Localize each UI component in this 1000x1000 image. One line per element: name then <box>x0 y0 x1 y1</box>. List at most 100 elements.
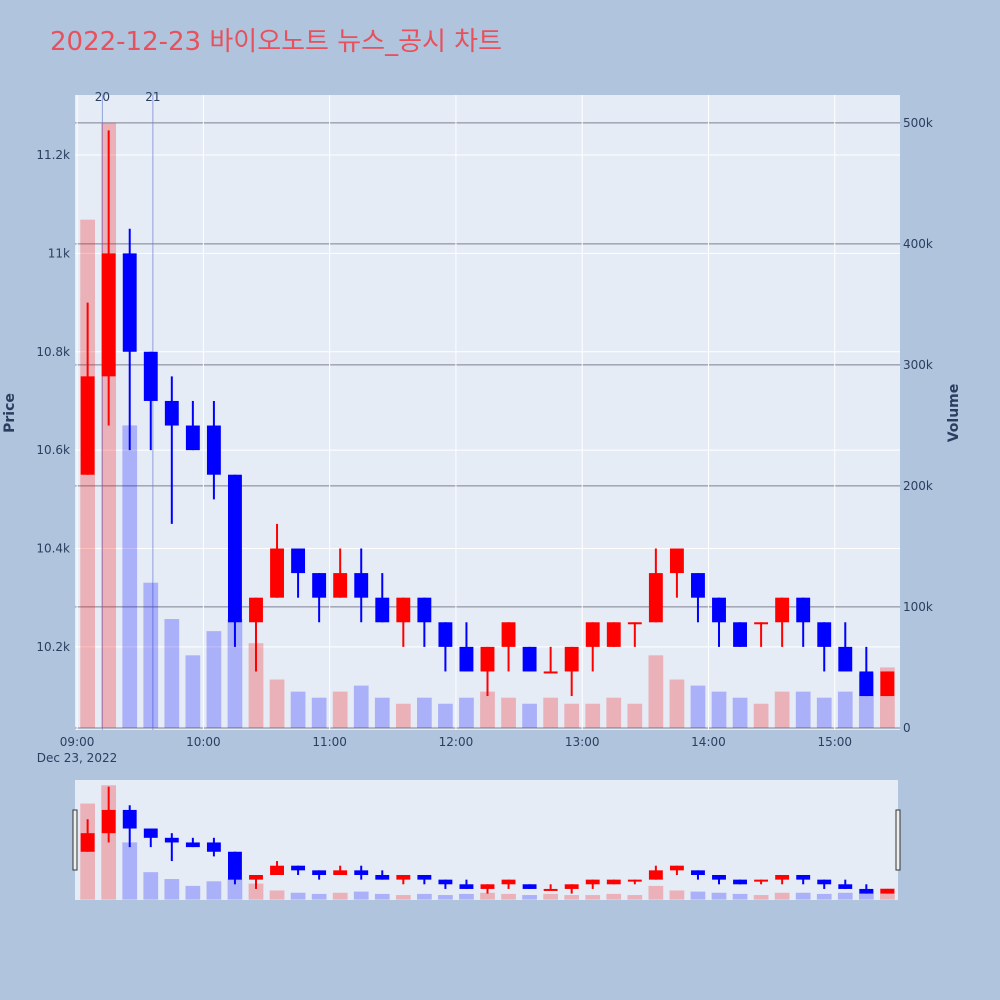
candle-body <box>249 597 263 623</box>
volume-bar <box>438 703 453 728</box>
volume-bar <box>122 425 138 728</box>
candle-body <box>543 671 558 674</box>
slider-handle[interactable] <box>72 809 78 871</box>
candle-body <box>270 548 284 598</box>
candle-body <box>375 597 390 623</box>
slider-volume-bar <box>816 893 832 900</box>
candle-body <box>838 646 853 672</box>
slider-volume-bar <box>374 893 390 900</box>
slider-volume-bar <box>795 892 811 900</box>
slider-volume-bar <box>164 879 180 900</box>
candle-body <box>101 253 116 377</box>
y-tick-label: 10.4k <box>36 542 70 556</box>
slider-volume-bar <box>269 890 285 900</box>
candle-body <box>796 597 811 623</box>
slider-volume-bar <box>753 895 769 900</box>
candle-body <box>206 425 221 475</box>
slider-candle-body <box>459 884 474 889</box>
slider-volume-bar <box>711 892 727 900</box>
volume-bar <box>816 697 832 728</box>
slider-handle[interactable] <box>895 809 901 871</box>
slider-candle-body <box>606 879 621 885</box>
slider-candle-body <box>817 879 832 885</box>
slider-candle-body <box>312 870 327 875</box>
candle-body <box>585 622 600 647</box>
slider-volume-bar <box>311 893 327 900</box>
volume-bar <box>669 679 685 728</box>
candle-body <box>627 622 642 625</box>
candle-body <box>606 622 621 647</box>
slider-volume-bar <box>501 893 516 900</box>
volume-bar <box>248 643 264 728</box>
x-tick-label: 12:00 <box>439 735 474 749</box>
slider-volume-bar <box>438 895 453 900</box>
slider-volume-bar <box>690 891 706 900</box>
volume-bar <box>837 691 853 728</box>
y2-axis-title: Volume <box>946 384 962 443</box>
volume-bar <box>185 655 201 728</box>
slider-candle-body <box>669 865 684 871</box>
candle-body <box>228 474 242 623</box>
slider-candle-body <box>396 874 411 880</box>
y2-tick-label: 0 <box>903 721 911 735</box>
slider-volume-bar <box>206 881 222 900</box>
candle-body <box>712 597 726 623</box>
slider-volume-bar <box>585 895 601 900</box>
y2-tick-label: 400k <box>903 237 933 251</box>
volume-bar <box>416 697 432 728</box>
y-tick-label: 11k <box>48 246 70 260</box>
volume-bar <box>374 697 390 728</box>
volume-bar <box>459 697 474 728</box>
slider-candle-body <box>291 865 306 871</box>
volume-bar <box>774 691 790 728</box>
candle-body <box>459 646 474 672</box>
y2-tick-label: 500k <box>903 116 933 130</box>
slider-volume-bar <box>732 893 748 900</box>
slider-volume-bar <box>227 879 243 900</box>
slider-volume-bar <box>522 895 537 900</box>
candle-body <box>733 622 747 647</box>
volume-bar <box>206 631 222 728</box>
slider-candle-body <box>438 879 453 885</box>
slider-volume-bar <box>880 888 895 900</box>
volume-bar <box>690 685 706 728</box>
volume-bar <box>606 697 622 728</box>
candle-body <box>80 376 95 475</box>
y-tick-label: 11.2k <box>36 148 70 162</box>
volume-bar <box>564 703 580 728</box>
volume-bar <box>480 691 495 728</box>
slider-volume-bar <box>627 895 643 900</box>
slider-volume-bar <box>416 893 432 900</box>
slider-candle-body <box>185 842 200 848</box>
slider-volume-bar <box>648 885 664 900</box>
slider-candle-body <box>80 833 95 852</box>
volume-bar <box>753 703 769 728</box>
x-tick-label: 11:00 <box>312 735 347 749</box>
candle-body <box>333 573 348 598</box>
slider-candle-body <box>249 874 263 880</box>
volume-bar <box>543 697 559 728</box>
slider-candle-body <box>354 870 369 875</box>
slider-candle-body <box>585 879 600 885</box>
x-date-label: Dec 23, 2022 <box>37 751 117 765</box>
slider-volume-bar <box>290 892 306 900</box>
x-tick-label: 14:00 <box>691 735 726 749</box>
volume-bar <box>164 619 180 728</box>
slider-candle-body <box>270 865 284 875</box>
candle-body <box>480 646 495 672</box>
y2-tick-label: 100k <box>903 600 933 614</box>
range-slider[interactable] <box>75 780 898 900</box>
slider-volume-bar <box>564 895 580 900</box>
slider-candle-body <box>164 837 179 843</box>
candle-body <box>143 351 158 401</box>
volume-bar <box>290 691 306 728</box>
volume-bar <box>522 703 537 728</box>
slider-candle-body <box>543 888 558 891</box>
candle-body <box>122 253 137 352</box>
slider-candle-body <box>333 870 348 875</box>
candle-body <box>354 573 369 598</box>
slider-volume-bar <box>606 893 622 900</box>
slider-volume-bar <box>122 842 138 900</box>
volume-bar <box>711 691 727 728</box>
y-tick-label: 10.6k <box>36 443 70 457</box>
